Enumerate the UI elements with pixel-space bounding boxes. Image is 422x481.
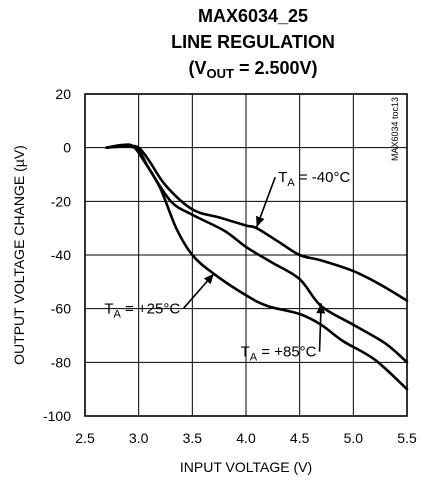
x-tick-label: 5.0	[344, 430, 364, 446]
series-line-0	[105, 144, 409, 302]
annotation-arrowhead-1	[203, 273, 214, 285]
tick-labels: 2.5 3.0 3.5 4.0 4.5 5.0 5.5 20 0 -20 -40 -60 -80 -100	[43, 86, 417, 446]
chart-title-line3: (VOUT = 2.500V)	[188, 58, 317, 81]
annotation-label-0: TA = -40°C	[278, 169, 350, 189]
annotation-label-suffix: = -40°C	[295, 169, 351, 186]
annotation-label-prefix: T	[278, 169, 287, 186]
y-tick-label: -20	[51, 193, 71, 209]
annotation-label-suffix: = +85°C	[257, 344, 317, 361]
chart-title-line1: MAX6034_25	[198, 6, 308, 26]
data-series	[105, 143, 409, 391]
plot-frame	[84, 93, 408, 417]
annotation-label-prefix: T	[241, 344, 250, 361]
series-line-2	[105, 144, 409, 364]
chart-title-line3-sub: OUT	[206, 66, 234, 81]
annotations: TA = -40°CTA = +25°CTA = +85°C	[104, 169, 350, 363]
chart-title-line2: LINE REGULATION	[171, 32, 335, 52]
y-tick-label: -60	[51, 301, 71, 317]
annotation-label-1: TA = +25°C	[104, 301, 180, 321]
x-tick-label: 5.5	[397, 430, 417, 446]
x-tick-label: 2.5	[75, 430, 95, 446]
annotation-arrowhead-0	[256, 215, 265, 227]
x-tick-label: 3.0	[129, 430, 149, 446]
x-tick-label: 3.5	[183, 430, 203, 446]
annotation-arrowhead-2	[316, 303, 326, 314]
x-tick-label: 4.0	[236, 430, 256, 446]
annotation-label-sub: A	[250, 352, 258, 364]
figure-id-watermark: MAX6034 toc13	[390, 97, 400, 161]
y-tick-label: -80	[51, 354, 71, 370]
y-axis-label: OUTPUT VOLTAGE CHANGE (µV)	[11, 145, 27, 365]
annotation-label-suffix: = +25°C	[121, 301, 181, 318]
annotation-label-2: TA = +85°C	[241, 344, 317, 364]
y-tick-label: 0	[63, 140, 71, 156]
annotation-label-sub: A	[287, 177, 295, 189]
chart-title-line3-suffix: = 2.500V)	[234, 58, 318, 78]
y-tick-label: -100	[43, 408, 71, 424]
y-tick-label: 20	[55, 86, 71, 102]
x-tick-label: 4.5	[290, 430, 310, 446]
grid-lines	[84, 93, 408, 417]
x-axis-label: INPUT VOLTAGE (V)	[180, 459, 312, 475]
y-tick-label: -40	[51, 247, 71, 263]
annotation-label-prefix: T	[104, 301, 113, 318]
annotation-label-sub: A	[113, 309, 121, 321]
chart-title-line3-prefix: (V	[188, 58, 206, 78]
